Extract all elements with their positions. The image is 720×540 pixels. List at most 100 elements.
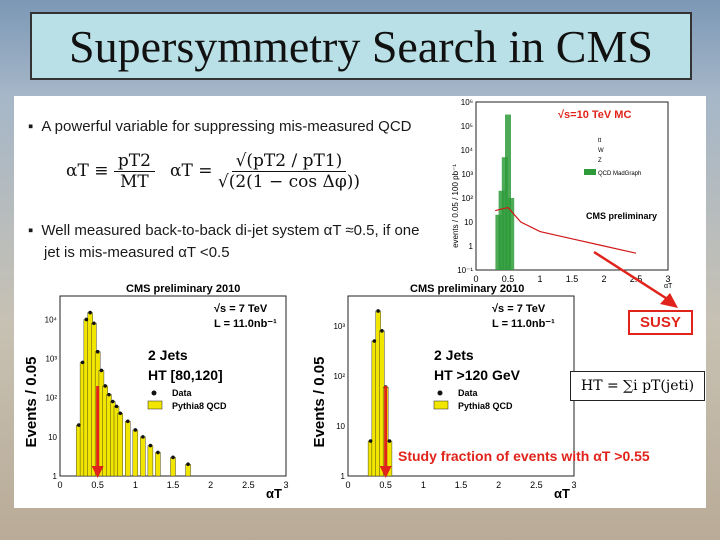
mc-y-ticks: 10⁻¹ 1 10 10² 10³ 10⁴ 10⁵ 10⁶ <box>457 98 473 275</box>
alpha-symbol: αT ≡ <box>66 161 109 181</box>
c1-data-point <box>118 411 123 416</box>
chart1-data-points <box>77 310 190 467</box>
chart2-cut-arrowhead <box>379 466 392 478</box>
c1-xtick-label: 2 <box>208 480 213 490</box>
chart1-legend-mc: Pythia8 QCD <box>172 401 227 411</box>
chart1-legend-mc-swatch <box>147 400 163 410</box>
c2-xtick-label: 1 <box>421 480 426 490</box>
chart1-lumi: L = 11.0nb⁻¹ <box>214 318 277 330</box>
c1-hist-bar <box>125 421 131 477</box>
c1-xtick-label: 1.5 <box>167 480 180 490</box>
mc-bars <box>495 114 515 270</box>
chart1-legend-data-marker <box>151 390 157 396</box>
chart2-title: CMS preliminary 2010 <box>410 283 524 295</box>
chart1-y-ticks: 1 10 10² 10³ 10⁴ <box>45 315 58 481</box>
c2-data-point <box>368 439 373 443</box>
chart2-ht-cut: HT >120 GeV <box>434 367 521 383</box>
slide-title: Supersymmetry Search in CMS <box>69 20 653 72</box>
mc-ytick-label: 10³ <box>461 170 473 179</box>
mc-xtick-label: 1.5 <box>566 274 579 284</box>
c2-ytick-label: 10² <box>333 372 345 381</box>
mc-qcd-bar <box>505 114 511 270</box>
fraction-numerator: pT2 <box>113 151 155 172</box>
c1-data-point <box>110 399 115 404</box>
c1-data-point <box>103 384 107 388</box>
mc-xtick-label: 1 <box>537 274 542 284</box>
content-panel: A powerful variable for suppressing mis-… <box>14 96 706 508</box>
chart1-xlabel: αT <box>266 486 282 501</box>
c2-xtick-label: 2.5 <box>530 480 543 490</box>
c2-ytick-label: 1 <box>341 472 346 481</box>
mc-ytick-label: 10 <box>464 218 473 227</box>
mc-frame <box>475 101 669 271</box>
study-text: Study fraction of events with αT >0.55 <box>398 448 650 464</box>
c1-data-point <box>126 419 130 424</box>
mc-chart: events / 0.05 / 100 pb⁻¹ 10⁻¹11010²10³10… <box>451 98 673 290</box>
mc-xtick-label: 0.5 <box>502 274 515 284</box>
alpha-fraction-2: √(pT2 / pT1) √(2(1 − cos Δφ)) <box>218 151 360 192</box>
c1-ytick-label: 10 <box>48 433 57 442</box>
mc-legend-qcd-swatch <box>584 169 596 175</box>
chart1-x-ticks: 0 0.5 1 1.5 2 2.5 3 <box>57 480 288 490</box>
chart2-energy: √s = 7 TeV <box>492 303 546 315</box>
chart1-energy: √s = 7 TeV <box>214 303 268 315</box>
mc-qcd-bar <box>508 198 515 270</box>
mc-w-series-line <box>495 206 637 254</box>
c1-ytick-label: 10³ <box>45 355 57 364</box>
chart1-title: CMS preliminary 2010 <box>126 283 240 295</box>
c1-ytick-label: 10⁴ <box>45 315 58 324</box>
chart2-jets: 2 Jets <box>434 347 474 363</box>
mc-legend-qcd: QCD MadGraph <box>598 171 641 177</box>
c1-data-point <box>107 392 111 397</box>
c1-ytick-label: 10² <box>45 394 57 403</box>
mc-title: √s=10 TeV MC <box>558 109 631 121</box>
c2-data-point <box>387 439 392 443</box>
mc-xlabel: αT <box>664 283 673 290</box>
mc-ytick-label: 10⁵ <box>461 122 473 131</box>
c1-data-point <box>171 455 175 460</box>
chart2-x-ticks: 0 0.5 1 1.5 2 2.5 3 <box>345 480 576 490</box>
mc-qcd-bar <box>495 214 502 270</box>
chart1-cut-arrowhead <box>91 466 104 478</box>
c1-hist-bar <box>117 413 123 477</box>
ht-formula: HT = ∑i pT(jeti) <box>570 371 706 401</box>
c1-data-point <box>186 462 190 467</box>
mc-ytick-label: 10⁻¹ <box>457 266 473 275</box>
c2-ytick-label: 10³ <box>333 322 345 331</box>
data-chart-low-ht: Events / 0.05 1 10 10² 10³ 10⁴ 0 0.5 1 1.5 2 2.5 3… <box>23 283 289 501</box>
data-chart-high-ht: Events / 0.05 1 10 10² 10³ 0 0.5 1 1.5 2 2.5 3 CM… <box>311 283 577 501</box>
mc-legend-z: Z <box>598 158 602 164</box>
chart2-xlabel: αT <box>554 486 570 501</box>
alpha-fraction: pT2 MT <box>113 151 155 192</box>
fraction-denominator-2: √(2(1 − cos Δφ)) <box>217 172 360 192</box>
c2-xtick-label: 0 <box>345 480 350 490</box>
c1-xtick-label: 0 <box>57 480 62 490</box>
c2-xtick-label: 3 <box>571 480 576 490</box>
c1-xtick-label: 1 <box>133 480 138 490</box>
c2-data-point <box>376 309 380 313</box>
c1-hist-bar <box>155 452 161 477</box>
chart2-legend-data-marker <box>437 390 443 396</box>
chart2-y-ticks: 1 10 10² 10³ <box>333 322 345 481</box>
susy-label: SUSY <box>628 310 693 335</box>
chart2-histogram <box>367 310 393 477</box>
mc-xtick-label: 2 <box>601 274 606 284</box>
susy-arrow <box>593 250 678 308</box>
c1-ytick-label: 1 <box>53 472 58 481</box>
c1-data-point <box>141 435 145 439</box>
alpha-t-formula: αT = √(pT2 / pT1) √(2(1 − cos Δφ)) <box>170 151 360 192</box>
fraction-numerator-2: √(pT2 / pT1) <box>231 151 347 172</box>
mc-qcd-bar <box>501 157 508 270</box>
c1-data-point <box>77 423 81 427</box>
mc-ytick-label: 10⁶ <box>461 98 473 107</box>
alpha-t-definition: αT ≡ pT2 MT <box>66 151 155 192</box>
mc-ytick-label: 10⁴ <box>461 146 474 155</box>
chart1-jets: 2 Jets <box>148 347 188 363</box>
c1-data-point <box>84 317 89 322</box>
c2-xtick-label: 0.5 <box>379 480 392 490</box>
mc-annotation: CMS preliminary <box>586 211 657 221</box>
chart2-legend-mc-swatch <box>433 400 449 410</box>
c1-data-point <box>88 310 92 315</box>
chart1-ht-cut: HT [80,120] <box>148 367 223 383</box>
c1-data-point <box>95 349 100 354</box>
